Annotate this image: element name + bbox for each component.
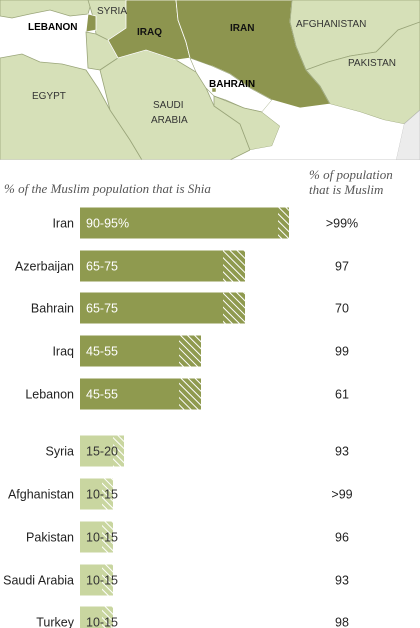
bar-range-hatch: [179, 378, 201, 410]
map-label-egypt: EGYPT: [32, 91, 66, 102]
data-label: 15-20: [86, 445, 118, 459]
muslim-share-value: 96: [335, 531, 349, 545]
bar-min: [80, 521, 102, 553]
data-label: 10-15: [86, 574, 118, 588]
data-label: 10-15: [86, 616, 118, 628]
muslim-share-value: >99%: [326, 217, 358, 231]
category-label: Afghanistan: [8, 488, 74, 502]
bar-range: [102, 606, 113, 628]
muslim-share-header-line2: that is Muslim: [309, 182, 384, 197]
bar-min: [80, 250, 223, 282]
muslim-share-value: 99: [335, 345, 349, 359]
category-label: Saudi Arabia: [3, 574, 74, 588]
muslim-share-header-line1: % of population: [309, 167, 393, 182]
bar-range-hatch: [102, 521, 113, 553]
bar-min: [80, 378, 179, 410]
data-label: 90-95%: [86, 217, 129, 231]
map-arabian-sea: [250, 100, 404, 160]
map-label-saudi-arabia: SAUDI: [153, 100, 184, 111]
bar-range-hatch: [278, 207, 289, 239]
bar-range: [179, 335, 201, 367]
map-egypt: [0, 53, 143, 160]
map-label-afghanistan: AFGHANISTAN: [296, 19, 366, 30]
data-label: 10-15: [86, 531, 118, 545]
data-label: 45-55: [86, 345, 118, 359]
muslim-share-value: 93: [335, 445, 349, 459]
muslim-share-value: 70: [335, 302, 349, 316]
region-map: SYRIA LEBANON IRAQ IRAN AFGHANISTAN PAKI…: [0, 0, 420, 160]
bar-range: [278, 207, 289, 239]
muslim-share-value: 97: [335, 260, 349, 274]
map-label-bahrain: BAHRAIN: [209, 79, 255, 90]
bar-min: [80, 335, 179, 367]
bar-range-hatch: [223, 250, 245, 282]
bar-range-hatch: [113, 435, 124, 467]
map-label-lebanon: LEBANON: [28, 22, 77, 33]
shia-share-header: % of the Muslim population that is Shia: [4, 181, 211, 196]
map-bahrain: [211, 87, 217, 93]
category-label: Bahrain: [31, 302, 74, 316]
bar-min: [80, 207, 278, 239]
category-label: Azerbaijan: [15, 260, 74, 274]
category-label: Syria: [46, 445, 75, 459]
muslim-share-value: 98: [335, 616, 349, 628]
bar-range: [102, 521, 113, 553]
bar-min: [80, 564, 102, 596]
bar-range: [179, 378, 201, 410]
muslim-share-value: 93: [335, 574, 349, 588]
bar-min: [80, 435, 113, 467]
map-label-pakistan: PAKISTAN: [348, 58, 396, 69]
category-label: Turkey: [36, 616, 74, 628]
bar-range: [223, 292, 245, 324]
bar-range: [223, 250, 245, 282]
bar-range: [113, 435, 124, 467]
category-label: Iran: [52, 217, 74, 231]
data-label: 10-15: [86, 488, 118, 502]
bar-range-hatch: [179, 335, 201, 367]
data-label: 65-75: [86, 260, 118, 274]
bar-range: [102, 478, 113, 510]
bar-range-hatch: [102, 564, 113, 596]
data-label: 45-55: [86, 388, 118, 402]
bar-range: [102, 564, 113, 596]
bar-range-hatch: [102, 606, 113, 628]
bar-min: [80, 292, 223, 324]
muslim-share-value: 61: [335, 388, 349, 402]
map-label-iraq: IRAQ: [137, 27, 162, 38]
category-label: Iraq: [52, 345, 74, 359]
data-label: 65-75: [86, 302, 118, 316]
map-label-iran: IRAN: [230, 23, 254, 34]
bar-range-hatch: [102, 478, 113, 510]
map-label-syria: SYRIA: [97, 6, 127, 17]
map-label-saudi-arabia-2: ARABIA: [151, 115, 188, 126]
bar-min: [80, 606, 102, 628]
map-lebanon: [85, 13, 97, 33]
bar-min: [80, 478, 102, 510]
category-label: Pakistan: [26, 531, 74, 545]
category-label: Lebanon: [25, 388, 74, 402]
muslim-share-value: >99: [331, 488, 352, 502]
bar-range-hatch: [223, 292, 245, 324]
